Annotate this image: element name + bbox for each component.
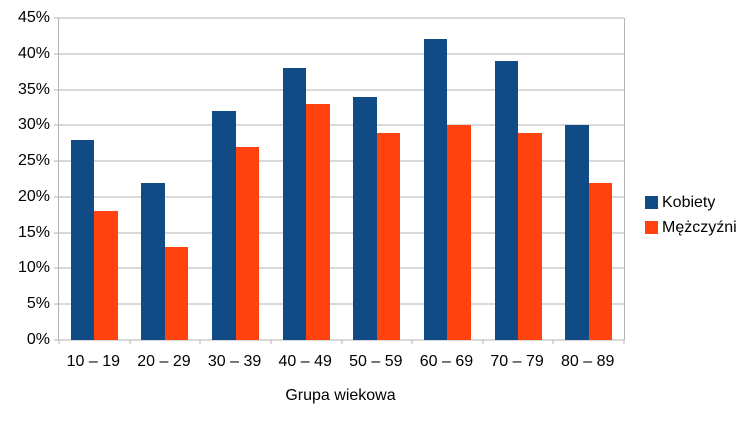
y-axis-tick-label: 40% — [17, 44, 50, 62]
bar-group — [553, 18, 624, 340]
y-axis-tick — [54, 303, 59, 305]
bar — [494, 60, 519, 340]
x-axis-tick-label: 70 – 79 — [490, 353, 544, 370]
plot-area — [54, 17, 625, 344]
bar — [588, 182, 613, 340]
x-axis-tick — [482, 340, 484, 344]
x-axis-tick — [58, 340, 60, 344]
y-axis-tick-label: 15% — [17, 223, 50, 241]
gridline — [59, 89, 624, 91]
y-axis-tick — [54, 196, 59, 198]
bar-group — [271, 18, 342, 340]
bar — [353, 96, 377, 340]
bar-group — [412, 18, 483, 340]
x-axis-title: Grupa wiekowa — [285, 387, 396, 404]
x-axis-tick — [411, 340, 413, 344]
bars-layer — [59, 18, 624, 340]
bar — [141, 182, 165, 340]
bar — [164, 246, 189, 340]
y-axis-labels: 45% 40% 35% 30% 25% 20% 15% 10% 5% 0% — [0, 10, 58, 348]
bar — [70, 139, 95, 340]
x-axis-tick-label: 40 – 49 — [278, 353, 332, 370]
y-axis-tick-label: 10% — [17, 259, 50, 277]
gridline — [59, 17, 624, 19]
legend: Kobiety Mężczyźni — [645, 193, 737, 237]
legend-item: Mężczyźni — [645, 218, 737, 237]
y-axis-tick-label: 45% — [17, 9, 50, 26]
y-axis-tick — [54, 160, 59, 162]
x-ticks-layer — [58, 18, 625, 344]
y-axis-tick — [54, 53, 59, 55]
bar — [376, 132, 401, 340]
gridline — [59, 124, 624, 126]
y-axis-tick — [54, 17, 59, 19]
x-axis-tick-label: 60 – 69 — [419, 353, 474, 370]
bar-group — [200, 18, 271, 340]
bar — [565, 125, 589, 340]
bar-group — [342, 18, 413, 340]
bar — [212, 111, 236, 340]
gridline — [59, 232, 624, 234]
bar-group — [130, 18, 201, 340]
gridline — [59, 196, 624, 198]
y-axis-tick — [54, 89, 59, 91]
y-axis-tick — [54, 339, 59, 341]
x-axis-tick — [552, 340, 554, 344]
x-axis-tick — [129, 340, 131, 344]
bar-group — [483, 18, 554, 340]
x-axis-tick-label: 20 – 29 — [137, 353, 191, 370]
y-axis-tick-label: 20% — [17, 187, 50, 205]
bar — [518, 132, 542, 340]
gridline — [59, 303, 624, 305]
y-axis-tick — [54, 124, 59, 126]
legend-color-swatch — [645, 221, 658, 234]
gridline — [59, 53, 624, 55]
legend-label: Kobiety — [662, 194, 716, 211]
y-axis-tick-label: 35% — [17, 80, 50, 98]
bar-group — [59, 18, 130, 340]
y-axis-tick-label: 5% — [26, 295, 50, 313]
x-axis-tick-label: 80 – 89 — [560, 353, 615, 370]
bar — [447, 125, 471, 340]
x-axis-labels: 10 – 19 20 – 29 30 – 39 40 – 49 50 – 59 60 – … — [58, 353, 623, 371]
x-axis-tick-label: 50 – 59 — [349, 353, 403, 370]
gridline — [59, 267, 624, 269]
x-axis-tick-label: 10 – 19 — [66, 353, 120, 370]
bar — [94, 211, 118, 340]
x-axis-tick — [623, 340, 625, 344]
bar — [423, 39, 448, 340]
y-axis-tick-label: 30% — [17, 116, 50, 134]
x-axis-tick-label: 30 – 39 — [207, 353, 262, 370]
y-axis-tick — [54, 232, 59, 234]
x-axis-tick — [270, 340, 272, 344]
gridline — [59, 160, 624, 162]
legend-color-swatch — [645, 196, 658, 209]
legend-item: Kobiety — [645, 193, 737, 212]
y-axis-tick-label: 25% — [17, 152, 50, 170]
bar — [306, 103, 330, 340]
bar — [235, 146, 260, 340]
y-axis-tick-label: 0% — [26, 331, 50, 348]
bar — [282, 68, 307, 340]
x-axis-tick — [341, 340, 342, 344]
x-axis-tick — [199, 340, 201, 344]
y-axis-tick — [54, 267, 59, 269]
legend-label: Mężczyźni — [662, 219, 737, 236]
